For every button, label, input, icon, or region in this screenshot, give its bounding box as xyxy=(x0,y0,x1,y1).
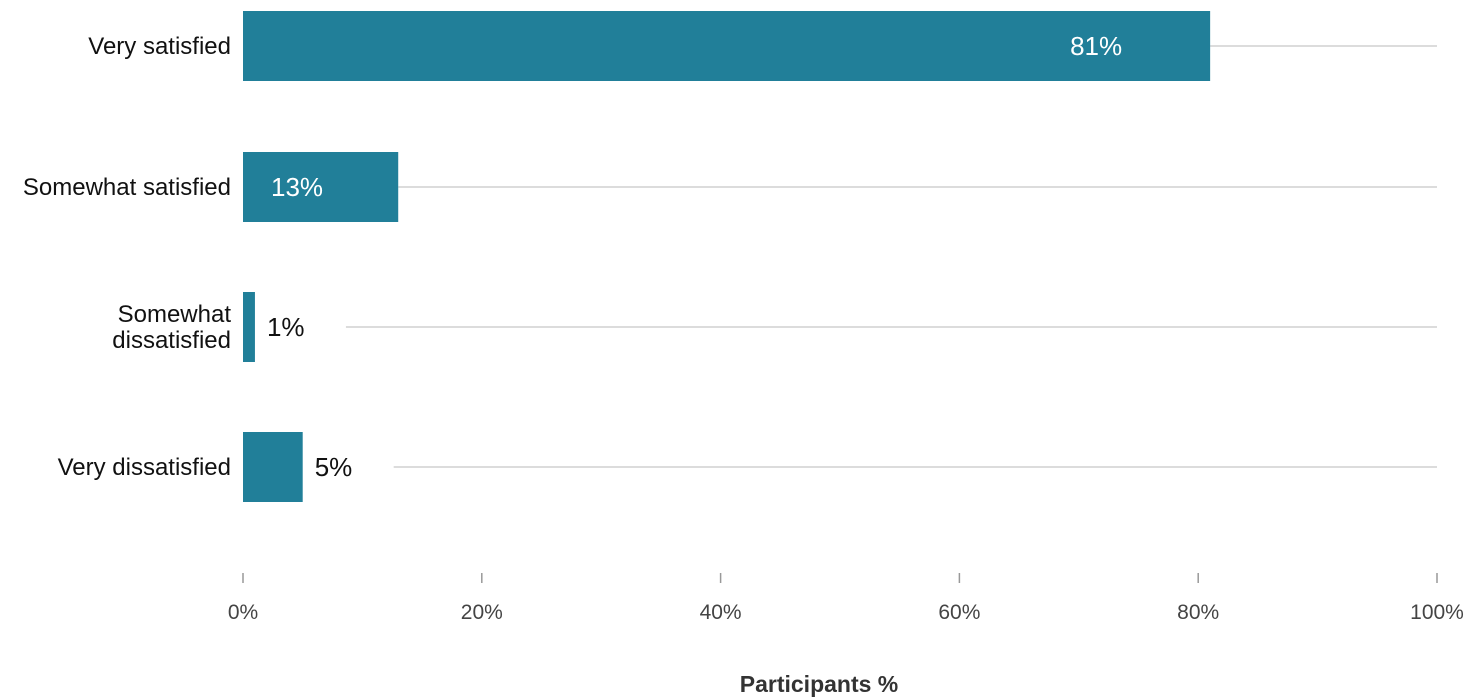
bar xyxy=(243,432,303,502)
bar xyxy=(243,292,255,362)
x-axis-title: Participants % xyxy=(740,671,899,697)
category-label: Very satisfied xyxy=(88,33,231,60)
label-layer: 81% Very satisfied 13% Somewhat satisfied 1%… xyxy=(23,31,1122,482)
bar-layer xyxy=(243,11,1211,502)
x-tick-label: 40% xyxy=(700,601,742,624)
category-label: Somewhat dissatisfied xyxy=(112,301,231,354)
category-label: Very dissatisfied xyxy=(58,454,231,481)
x-axis: 0% 20% 40% 60% 80% 100% xyxy=(228,573,1464,624)
value-label: 13% xyxy=(271,172,323,202)
x-tick-label: 60% xyxy=(938,601,980,624)
x-tick-label: 100% xyxy=(1410,601,1464,624)
grid-layer xyxy=(345,45,1437,468)
bar xyxy=(243,152,399,222)
category-label: Somewhat satisfied xyxy=(23,174,231,201)
value-label: 1% xyxy=(267,312,305,342)
value-label: 5% xyxy=(315,452,353,482)
bar xyxy=(243,11,1211,81)
x-tick-label: 80% xyxy=(1177,601,1219,624)
value-label: 81% xyxy=(1070,31,1122,61)
x-tick-label: 20% xyxy=(461,601,503,624)
x-tick-label: 0% xyxy=(228,601,258,624)
